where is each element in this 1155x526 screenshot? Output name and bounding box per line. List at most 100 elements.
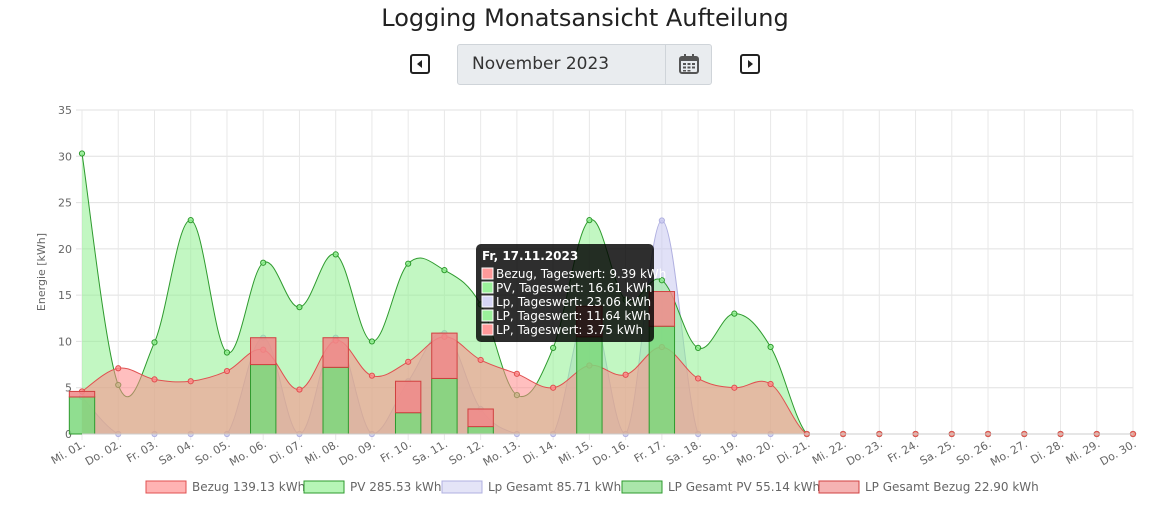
x-tick-label: Mo. 06.	[227, 437, 269, 469]
x-tick-label: Sa. 18.	[664, 437, 704, 467]
data-point	[513, 370, 520, 377]
tooltip-box	[476, 244, 654, 342]
data-point	[622, 371, 629, 378]
y-tick-label: 5	[65, 382, 72, 395]
legend-item: LP Gesamt PV 55.14 kWh	[621, 480, 820, 494]
y-tick-label: 20	[58, 243, 72, 256]
data-point	[260, 259, 267, 266]
data-point	[332, 251, 339, 258]
bar-lp-pv	[576, 336, 603, 435]
data-point	[441, 267, 448, 274]
y-tick-label: 10	[58, 335, 72, 348]
y-axis-label: Energie [kWh]	[35, 233, 48, 311]
bar-lp-pv	[68, 396, 96, 435]
caret-left-icon	[417, 60, 422, 68]
bar-lp-pv	[394, 412, 422, 435]
x-tick-label: Mi. 29.	[1064, 437, 1103, 467]
data-point	[731, 310, 738, 317]
x-tick-label: Di. 07.	[267, 437, 305, 466]
y-tick-label: 15	[58, 289, 72, 302]
tooltip-line: Lp, Tageswert: 23.06 kWh	[496, 295, 651, 309]
legend-swatch	[303, 480, 345, 494]
energy-chart: 0 5 10 15 20 25 30 35 Mi. 01.Do. 02. Fr. 03.Sa. 0…	[35, 104, 1139, 494]
data-point	[767, 380, 774, 388]
legend-swatch	[145, 480, 187, 494]
x-tick-label: Mi. 15.	[556, 437, 595, 467]
tooltip-title: Fr, 17.11.2023	[482, 249, 578, 263]
x-tick-label: Do. 23.	[844, 437, 885, 468]
legend-swatch	[621, 480, 663, 494]
y-tick-label: 25	[58, 197, 72, 210]
data-point	[477, 356, 484, 364]
tooltip-swatch	[481, 295, 494, 308]
bar-lp-bezug	[250, 337, 277, 366]
bar-lp-pv	[250, 364, 277, 435]
legend-label: Bezug 139.13 kWh	[192, 480, 305, 494]
data-point	[115, 365, 122, 372]
next-month-button[interactable]	[740, 54, 760, 74]
legend-label: PV 285.53 kWh	[350, 480, 441, 494]
month-input[interactable]: November 2023	[472, 54, 610, 74]
chart-legend: Bezug 139.13 kWh PV 285.53 kWh Lp Gesamt 8…	[145, 480, 1039, 494]
data-point	[368, 372, 376, 379]
legend-item: Bezug 139.13 kWh	[145, 480, 305, 494]
bar-lp-bezug	[431, 332, 458, 379]
x-tick-label: Sa. 04.	[157, 437, 197, 467]
data-point	[368, 338, 376, 345]
page-title: Logging Monatsansicht Aufteilung	[381, 4, 789, 32]
data-point	[151, 376, 158, 383]
x-tick-label: Fr. 10.	[378, 437, 414, 465]
chart-tooltip: Fr, 17.11.2023 Bezug, Tageswert: 9.39 kWh…	[476, 244, 666, 342]
data-point	[695, 344, 702, 352]
x-tick-label: So. 12.	[447, 437, 486, 467]
data-point	[658, 217, 665, 224]
tooltip-line: LP, Tageswert: 11.64 kWh	[496, 309, 651, 323]
x-tick-label: Do. 16.	[590, 437, 631, 468]
data-point	[550, 384, 557, 391]
data-point	[658, 277, 665, 284]
legend-item: LP Gesamt Bezug 22.90 kWh	[818, 480, 1039, 494]
x-tick-label: Mi. 22.	[810, 437, 849, 467]
tooltip-line: PV, Tageswert: 16.61 kWh	[496, 281, 652, 295]
bar-lp-bezug	[394, 380, 422, 414]
data-point	[223, 349, 231, 356]
tooltip-swatch	[481, 309, 494, 322]
bar-lp-bezug	[322, 337, 349, 368]
x-tick-label: Mi. 08.	[303, 437, 342, 467]
x-tick-label: Fr. 17.	[632, 437, 668, 465]
legend-label: Lp Gesamt 85.71 kWh	[488, 480, 621, 494]
x-tick-label: Do. 09.	[337, 437, 378, 468]
calendar-button[interactable]	[665, 45, 712, 84]
bar-lp-pv	[648, 325, 676, 435]
data-point	[187, 378, 194, 385]
tooltip-line: LP, Tageswert: 3.75 kWh	[496, 323, 643, 337]
data-point	[223, 367, 231, 375]
y-tick-label: 35	[58, 104, 72, 117]
caret-right-icon	[748, 60, 753, 68]
x-tick-label: So. 19.	[700, 437, 739, 467]
prev-month-button[interactable]	[410, 54, 430, 74]
x-tick-label: Fr. 24.	[886, 437, 922, 465]
data-point	[78, 150, 86, 157]
legend-label: LP Gesamt Bezug 22.90 kWh	[865, 480, 1039, 494]
month-picker[interactable]: November 2023	[457, 44, 712, 85]
calendar-icon	[679, 54, 699, 74]
data-point	[296, 304, 303, 311]
y-tick-label: 30	[58, 150, 72, 163]
data-point	[296, 386, 303, 393]
bar-lp-bezug	[467, 408, 494, 428]
tooltip-swatch	[481, 323, 494, 336]
data-point	[550, 344, 557, 352]
x-tick-label: Di. 14.	[521, 437, 559, 466]
bar-lp-pv	[431, 377, 458, 435]
x-tick-label: Di. 28.	[1028, 437, 1066, 466]
x-tick-label: Sa. 25.	[918, 437, 958, 467]
bar-lp-pv	[322, 366, 349, 435]
tooltip-swatch	[481, 281, 494, 294]
tooltip-swatch	[481, 267, 494, 280]
legend-label: LP Gesamt PV 55.14 kWh	[668, 480, 820, 494]
data-point	[695, 375, 702, 382]
x-tick-label: Fr. 03.	[124, 437, 160, 465]
data-point	[586, 217, 593, 224]
x-tick-label: Do. 02.	[83, 437, 124, 468]
